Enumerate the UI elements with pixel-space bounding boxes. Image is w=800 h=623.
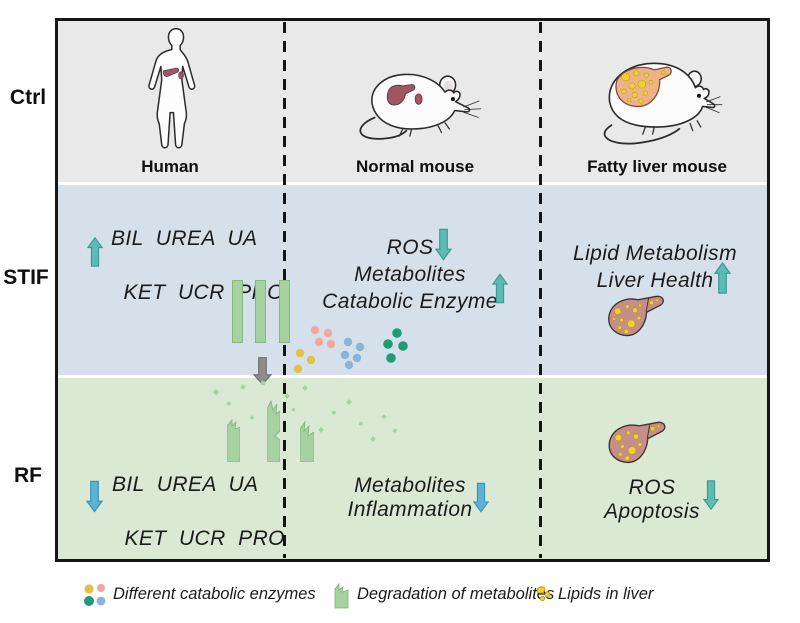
legend-label-lipids: Lipids in liver	[558, 585, 654, 603]
down-arrow-icon	[435, 228, 452, 261]
stif-mouse-line3: Catabolic Enzyme	[322, 290, 498, 313]
row-label-ctrl: Ctrl	[9, 86, 47, 109]
degraded-metabolite-bar	[267, 399, 280, 462]
normal-mouse-figure	[359, 73, 482, 140]
metabolite-bar	[279, 280, 290, 343]
rf-fatty-line2: Apoptosis	[604, 500, 700, 523]
rf-human-markers: BIL UREA UA KET UCR PRO	[112, 471, 285, 552]
dashed-divider-right	[539, 22, 542, 558]
lipid-droplets	[614, 424, 661, 461]
degradation-legend-icon	[334, 582, 349, 609]
legend-label-degradation: Degradation of metabolites	[357, 585, 555, 603]
rf-fatty-line1: ROS	[628, 476, 676, 499]
enzyme-dot-cluster-yellow	[293, 348, 316, 374]
metabolite-fragments	[212, 380, 398, 442]
rf-mouse-line1: Metabolites	[354, 474, 466, 497]
rf-human-markers-line1: BIL UREA UA	[112, 473, 259, 496]
down-arrow-icon	[473, 482, 489, 513]
stif-mouse-line1: ROS	[386, 236, 434, 259]
enzyme-dot-cluster-green	[383, 328, 408, 363]
rf-band	[55, 378, 770, 562]
lipid-droplets	[621, 70, 666, 104]
fatty-liver-icon	[608, 421, 666, 463]
row-label-stif: STIF	[3, 266, 49, 289]
fatty-liver-icon	[608, 295, 664, 337]
up-arrow-icon	[714, 261, 731, 294]
human-figure	[148, 27, 196, 149]
fatty-liver-mouse-figure	[603, 62, 723, 145]
row-label-rf: RF	[14, 464, 42, 487]
lipids-legend-icon	[536, 586, 551, 601]
metabolite-speck	[212, 380, 398, 442]
figure-panel: Human Normal mouse	[55, 18, 770, 562]
catabolic-enzymes-legend-icon	[84, 584, 106, 606]
stif-fatty-line2: Liver Health	[596, 269, 714, 292]
degradation-arrow-icon	[253, 357, 272, 386]
up-arrow-icon	[87, 236, 103, 267]
degraded-metabolite-bar	[300, 420, 314, 462]
stif-human-markers-line1: BIL UREA UA	[111, 227, 258, 250]
metabolite-bar	[232, 280, 243, 343]
stif-mouse-line2: Metabolites	[354, 263, 466, 286]
stif-fatty-text: Lipid Metabolism Liver Health	[560, 240, 750, 294]
legend-label-enzymes: Different catabolic enzymes	[113, 585, 316, 603]
catabolic-enzyme-clusters	[293, 325, 408, 374]
column-label-fatty-mouse: Fatty liver mouse	[587, 157, 727, 176]
rf-human-markers-line2: KET UCR PRO	[124, 527, 285, 550]
column-label-normal-mouse: Normal mouse	[355, 157, 475, 176]
rf-fatty-text: ROS Apoptosis	[557, 476, 747, 524]
enzyme-dot-cluster-pink	[310, 325, 336, 349]
rf-mouse-text: Metabolites Inflammation	[310, 474, 510, 522]
rf-mouse-line2: Inflammation	[347, 498, 473, 521]
stif-mouse-text: ROS Metabolites Catabolic Enzyme	[310, 234, 510, 315]
column-label-human: Human	[141, 157, 199, 176]
degraded-metabolite-bar	[227, 418, 240, 462]
metabolite-bar	[255, 280, 266, 343]
stif-band	[55, 185, 770, 375]
legend: Different catabolic enzymes Degradation …	[0, 578, 800, 618]
up-arrow-icon	[492, 273, 508, 304]
normal-mouse-liver-icon	[386, 84, 416, 106]
down-arrow-icon	[703, 480, 719, 511]
stif-fatty-line1: Lipid Metabolism	[573, 242, 737, 265]
lipid-droplets	[612, 298, 659, 335]
down-arrow-icon	[86, 480, 103, 513]
human-liver-icon	[162, 67, 180, 77]
enzyme-dot-cluster-blue	[340, 337, 365, 370]
stif-human-markers: BIL UREA UA KET UCR PRO	[111, 225, 284, 306]
